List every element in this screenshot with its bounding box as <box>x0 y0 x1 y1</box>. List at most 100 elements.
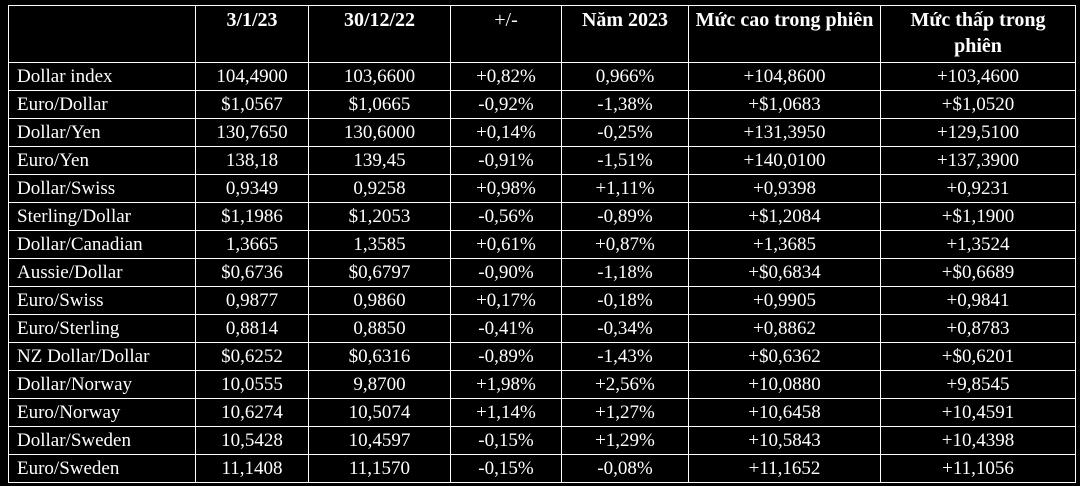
value-cell: -0,08% <box>561 454 689 483</box>
row-label: Euro/Sweden <box>8 454 196 483</box>
value-cell: $0,6797 <box>308 258 451 287</box>
row-label: Euro/Dollar <box>8 90 196 119</box>
table-row: Euro/Yen 138,18 139,45 -0,91% -1,51% +140,010… <box>8 146 1076 175</box>
value-cell: 0,8850 <box>308 314 451 343</box>
row-label: Euro/Yen <box>8 146 196 175</box>
row-label: Dollar/Canadian <box>8 230 196 259</box>
row-label: Dollar index <box>8 62 196 91</box>
value-cell: +$0,6362 <box>688 342 881 371</box>
row-label: Euro/Norway <box>8 398 196 427</box>
value-cell: 1,3585 <box>308 230 451 259</box>
value-cell: 1,3665 <box>195 230 309 259</box>
value-cell: $0,6736 <box>195 258 309 287</box>
value-cell: +0,9398 <box>688 174 881 203</box>
value-cell: +0,87% <box>561 230 689 259</box>
value-cell: $0,6316 <box>308 342 451 371</box>
value-cell: +0,14% <box>450 118 562 147</box>
value-cell: +$0,6201 <box>880 342 1076 371</box>
header-ytd: Năm 2023 <box>561 5 689 63</box>
value-cell: -0,41% <box>450 314 562 343</box>
value-cell: +129,5100 <box>880 118 1076 147</box>
table-row: Aussie/Dollar $0,6736 $0,6797 -0,90% -1,18% +… <box>8 258 1076 287</box>
value-cell: +0,17% <box>450 286 562 315</box>
table-row: Euro/Norway 10,6274 10,5074 +1,14% +1,27% +10… <box>8 398 1076 427</box>
value-cell: 0,9349 <box>195 174 309 203</box>
value-cell: +10,4591 <box>880 398 1076 427</box>
table-row: Dollar/Yen 130,7650 130,6000 +0,14% -0,25% +1… <box>8 118 1076 147</box>
value-cell: +0,9905 <box>688 286 881 315</box>
value-cell: -0,90% <box>450 258 562 287</box>
value-cell: 0,9877 <box>195 286 309 315</box>
table-body: Dollar index 104,4900 103,6600 +0,82% 0,966%… <box>8 62 1076 483</box>
value-cell: -0,15% <box>450 426 562 455</box>
value-cell: 10,6274 <box>195 398 309 427</box>
value-cell: 10,0555 <box>195 370 309 399</box>
value-cell: +$1,0683 <box>688 90 881 119</box>
value-cell: -0,92% <box>450 90 562 119</box>
value-cell: 139,45 <box>308 146 451 175</box>
value-cell: +10,6458 <box>688 398 881 427</box>
row-label: Sterling/Dollar <box>8 202 196 231</box>
value-cell: -0,18% <box>561 286 689 315</box>
value-cell: +1,11% <box>561 174 689 203</box>
value-cell: +0,9231 <box>880 174 1076 203</box>
value-cell: 10,5074 <box>308 398 451 427</box>
value-cell: +1,3685 <box>688 230 881 259</box>
value-cell: 10,5428 <box>195 426 309 455</box>
value-cell: +$0,6689 <box>880 258 1076 287</box>
value-cell: +1,14% <box>450 398 562 427</box>
table-row: Dollar/Swiss 0,9349 0,9258 +0,98% +1,11% +0,9… <box>8 174 1076 203</box>
value-cell: +11,1652 <box>688 454 881 483</box>
header-instrument <box>8 5 196 63</box>
value-cell: +2,56% <box>561 370 689 399</box>
table-row: Dollar/Norway 10,0555 9,8700 +1,98% +2,56% +1… <box>8 370 1076 399</box>
table-row: Euro/Dollar $1,0567 $1,0665 -0,92% -1,38% +$1… <box>8 90 1076 119</box>
row-label: Dollar/Swiss <box>8 174 196 203</box>
table-row: Sterling/Dollar $1,1986 $1,2053 -0,56% -0,89… <box>8 202 1076 231</box>
table-row: Euro/Sweden 11,1408 11,1570 -0,15% -0,08% +11… <box>8 454 1076 483</box>
value-cell: +0,9841 <box>880 286 1076 315</box>
value-cell: +137,3900 <box>880 146 1076 175</box>
row-label: Dollar/Yen <box>8 118 196 147</box>
value-cell: +9,8545 <box>880 370 1076 399</box>
value-cell: 0,8814 <box>195 314 309 343</box>
value-cell: 138,18 <box>195 146 309 175</box>
header-date-previous: 30/12/22 <box>308 5 451 63</box>
value-cell: +104,8600 <box>688 62 881 91</box>
table-row: Euro/Swiss 0,9877 0,9860 +0,17% -0,18% +0,990… <box>8 286 1076 315</box>
row-label: Dollar/Norway <box>8 370 196 399</box>
value-cell: -0,25% <box>561 118 689 147</box>
value-cell: $1,2053 <box>308 202 451 231</box>
value-cell: 0,966% <box>561 62 689 91</box>
value-cell: -1,18% <box>561 258 689 287</box>
value-cell: +$0,6834 <box>688 258 881 287</box>
value-cell: +$1,1900 <box>880 202 1076 231</box>
value-cell: +0,61% <box>450 230 562 259</box>
value-cell: +140,0100 <box>688 146 881 175</box>
row-label: Aussie/Dollar <box>8 258 196 287</box>
table-row: NZ Dollar/Dollar $0,6252 $0,6316 -0,89% -1,4… <box>8 342 1076 371</box>
value-cell: -1,51% <box>561 146 689 175</box>
value-cell: 130,7650 <box>195 118 309 147</box>
value-cell: +1,29% <box>561 426 689 455</box>
value-cell: +103,4600 <box>880 62 1076 91</box>
value-cell: +10,5843 <box>688 426 881 455</box>
table-row: Dollar/Canadian 1,3665 1,3585 +0,61% +0,87% +… <box>8 230 1076 259</box>
value-cell: -0,89% <box>561 202 689 231</box>
table-header: 3/1/23 30/12/22 +/- Năm 2023 Mức cao tro… <box>8 5 1076 63</box>
value-cell: 0,9860 <box>308 286 451 315</box>
value-cell: 0,9258 <box>308 174 451 203</box>
value-cell: 103,6600 <box>308 62 451 91</box>
value-cell: $1,0665 <box>308 90 451 119</box>
header-change: +/- <box>450 5 562 63</box>
value-cell: +0,98% <box>450 174 562 203</box>
value-cell: +0,8783 <box>880 314 1076 343</box>
value-cell: -0,91% <box>450 146 562 175</box>
value-cell: -0,56% <box>450 202 562 231</box>
header-session-low: Mức thấp trong phiên <box>880 5 1076 63</box>
value-cell: 10,4597 <box>308 426 451 455</box>
row-label: Euro/Swiss <box>8 286 196 315</box>
value-cell: 130,6000 <box>308 118 451 147</box>
value-cell: -0,34% <box>561 314 689 343</box>
value-cell: -0,89% <box>450 342 562 371</box>
